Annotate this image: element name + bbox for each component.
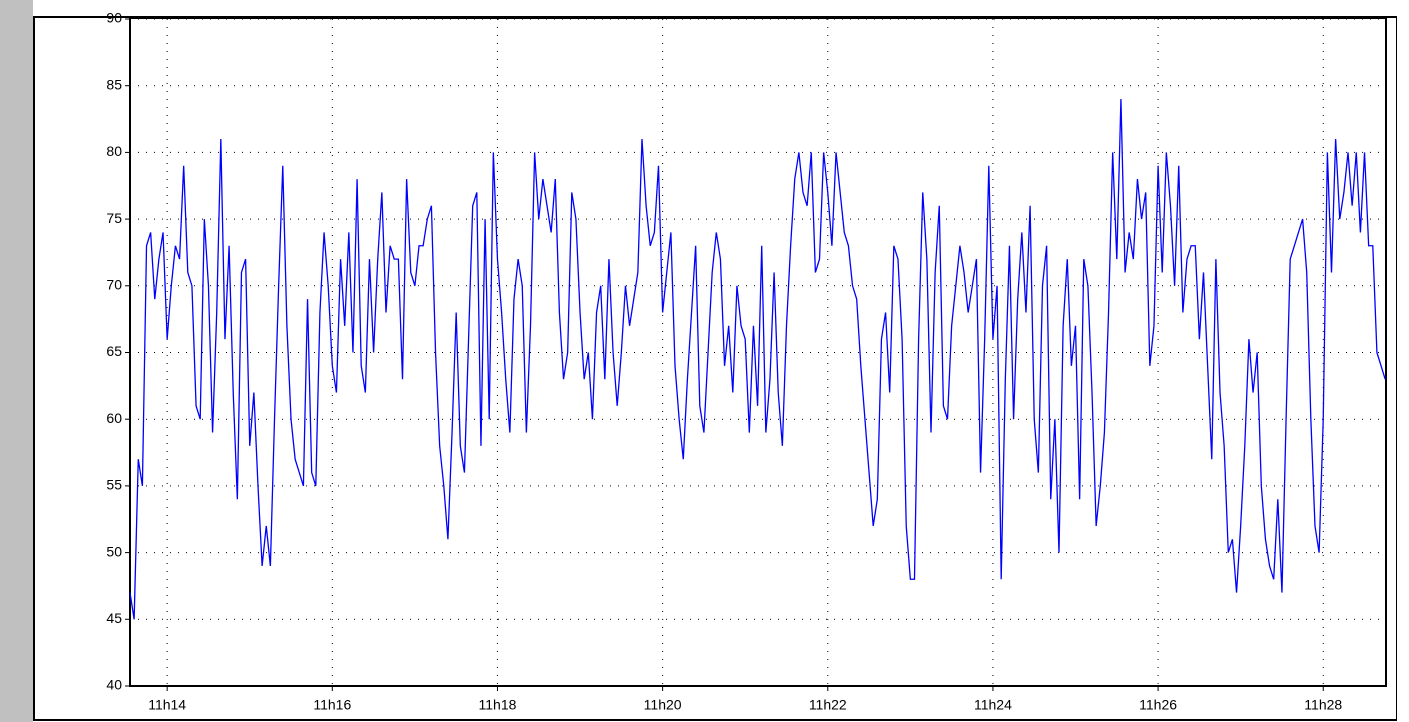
y-tick-label: 40 xyxy=(106,677,122,693)
x-tick-label: 11h28 xyxy=(1304,697,1342,713)
y-tick-label: 75 xyxy=(106,210,122,226)
x-tick-label: 11h18 xyxy=(479,697,517,713)
x-tick-label: 11h16 xyxy=(313,697,351,713)
plot-area xyxy=(129,17,1387,687)
y-tick-label: 65 xyxy=(106,343,122,359)
y-tick-label: 70 xyxy=(106,277,122,293)
y-tick-label: 60 xyxy=(106,410,122,426)
right-margin xyxy=(1397,0,1409,722)
y-tick-label: 55 xyxy=(106,477,122,493)
x-tick-label: 11h20 xyxy=(644,697,682,713)
x-tick-label: 11h14 xyxy=(148,697,186,713)
y-tick-label: 85 xyxy=(106,76,122,92)
x-tick-label: 11h22 xyxy=(809,697,847,713)
y-tick-label: 50 xyxy=(106,543,122,559)
y-tick-label: 45 xyxy=(106,610,122,626)
x-tick-label: 11h26 xyxy=(1139,697,1177,713)
data-line xyxy=(129,99,1386,620)
x-tick-label: 11h24 xyxy=(974,697,1012,713)
side-panel xyxy=(0,0,33,722)
y-tick-label: 80 xyxy=(106,143,122,159)
y-tick-label: 90 xyxy=(106,10,122,26)
